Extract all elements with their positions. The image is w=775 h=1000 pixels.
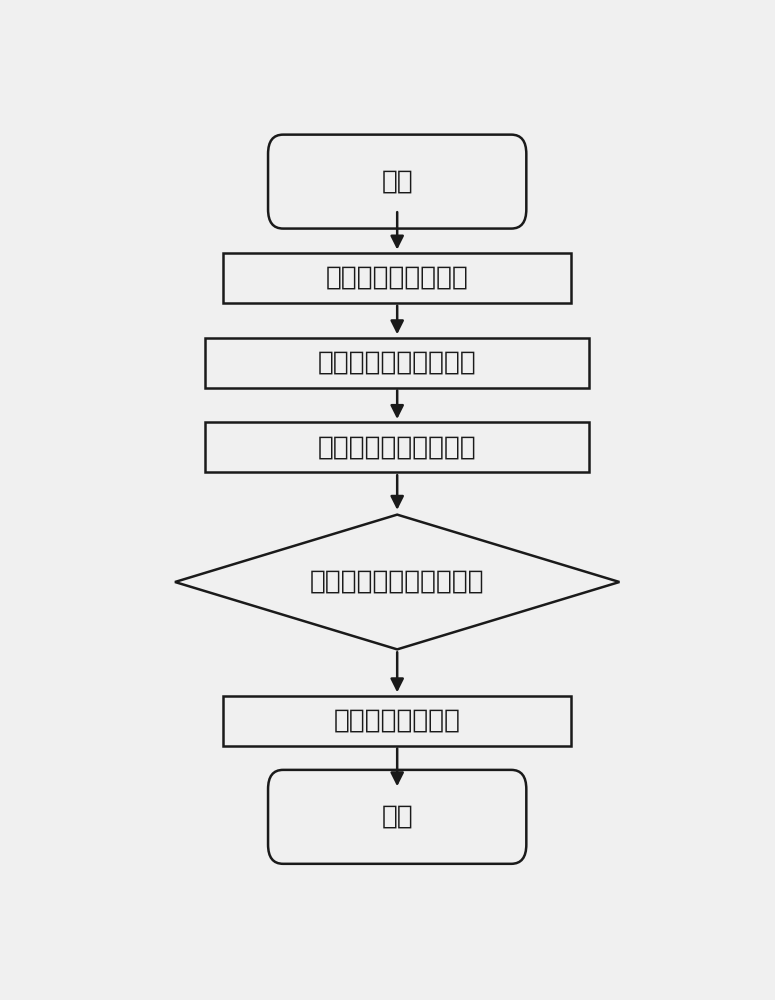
Polygon shape bbox=[175, 515, 619, 649]
FancyBboxPatch shape bbox=[268, 770, 526, 864]
Bar bbox=[205, 338, 590, 388]
Text: 结束: 结束 bbox=[381, 804, 413, 830]
Bar bbox=[205, 422, 590, 472]
Text: 大棚植物资料数据库: 大棚植物资料数据库 bbox=[326, 265, 469, 291]
Bar bbox=[223, 253, 571, 303]
Text: 进行植物图像信息收集: 进行植物图像信息收集 bbox=[318, 434, 477, 460]
Bar bbox=[223, 696, 571, 746]
Text: 温控单元执行指令: 温控单元执行指令 bbox=[334, 708, 460, 734]
Text: 开始: 开始 bbox=[381, 169, 413, 195]
Text: 植物图像信息识别图库: 植物图像信息识别图库 bbox=[318, 350, 477, 376]
Text: 总控制台识别并发送指令: 总控制台识别并发送指令 bbox=[310, 569, 484, 595]
FancyBboxPatch shape bbox=[268, 135, 526, 229]
